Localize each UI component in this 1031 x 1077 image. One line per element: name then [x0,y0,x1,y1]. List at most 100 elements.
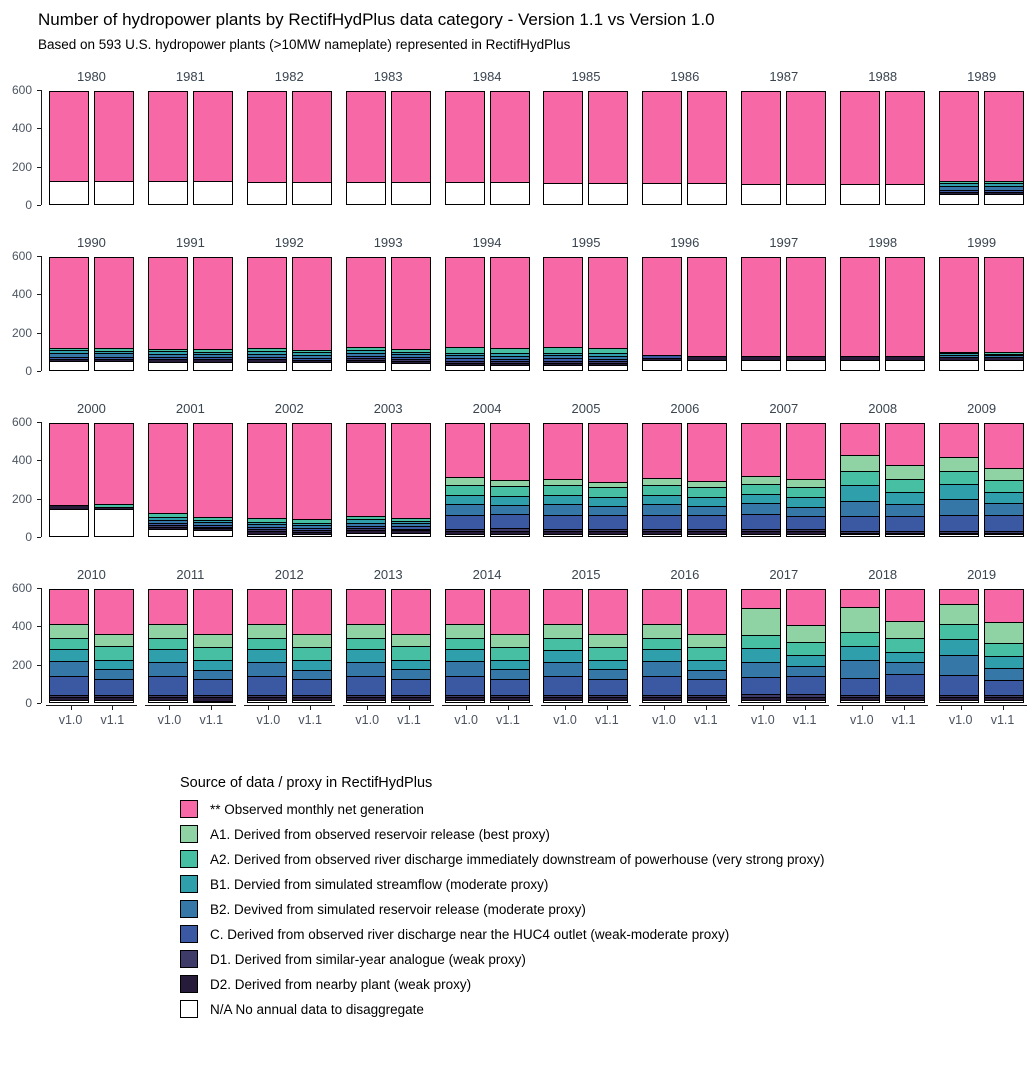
bar-segment-na [444,182,485,205]
bar-segment-c [345,675,386,696]
bar-segment-a1 [345,624,386,639]
bar-segment-c [489,679,530,696]
legend-swatch-c [180,925,198,943]
bar-segment-c [444,514,485,530]
bar-segment-obs [291,257,332,351]
bar-segment-a1 [741,607,782,637]
bar-segment-obs [489,589,530,636]
facet-strip-label: 2015 [571,567,601,582]
bar-segment-b2 [939,498,980,516]
stacked-bar-v1.1-2006 [687,423,728,538]
legend-label: D1. Derived from similar-year analogue (… [210,951,526,967]
bar-segment-obs [489,257,530,349]
x-axis-tick-label: v1.0 [256,713,281,727]
facet-strip-label: 2010 [76,567,106,582]
facet-2018: 2018 v1.0 v1.1 [833,566,932,731]
bar-segment-na [489,700,530,703]
bar-segment-obs [939,589,980,606]
facet-1987: 1987 [734,68,833,205]
bar-segment-na [345,182,386,205]
bar-segment-a1 [93,634,134,648]
bar-segment-b1 [939,484,980,500]
facet-row: 600 400 200 0 2010 v1.0 v1.1 2011 v1.0 v1.1 2012 v1… [6,566,1031,731]
bar-segment-b2 [345,661,386,677]
bar-segment-obs [147,423,188,515]
bar-segment-na [786,359,827,372]
bar-segment-obs [444,91,485,184]
facet-panel [635,90,734,205]
x-axis-labels: v1.0 v1.1 [46,713,137,731]
facet-2006: 2006 [635,400,734,538]
bar-segment-obs [984,257,1025,353]
bar-segment-b2 [48,661,89,677]
bar-segment-obs [48,423,89,507]
legend-swatch-a1 [180,825,198,843]
stacked-bar-v1.0-2001 [147,423,188,537]
y-axis-tick-mark [37,294,41,296]
x-axis-labels: v1.0 v1.1 [244,713,335,731]
bar-segment-obs [885,589,926,622]
y-axis-tick-mark [37,422,41,423]
legend-title: Source of data / proxy in RectifHydPlus [180,775,433,791]
stacked-bar-v1.0-1993 [345,257,386,371]
bar-segment-a1 [885,465,926,480]
y-axis-tick-mark [37,537,41,538]
bar-segment-obs [642,91,683,185]
x-axis-tick-mark [466,706,468,710]
bar-segment-obs [93,423,134,505]
bar-segment-na [444,364,485,371]
stacked-bar-v1.1-1998 [885,257,926,372]
stacked-bar-v1.1-2016 [687,589,728,704]
facet-2001: 2001 [141,400,240,537]
stacked-bar-v1.1-2007 [786,423,827,538]
x-axis-tick-label: v1.0 [948,713,973,727]
facet-strip-label: 2000 [76,401,106,416]
facet-strip-label: 1990 [76,235,106,250]
facet-2008: 2008 [833,400,932,537]
bar-segment-a1 [984,621,1025,644]
bar-segment-a2 [885,478,926,493]
bar-segment-na [345,361,386,371]
bar-segment-c [246,675,287,696]
facet-panel [932,422,1031,537]
facet-strip-label: 2019 [967,567,997,582]
bar-segment-na [939,360,980,372]
facet-2016: 2016 v1.0 v1.1 [635,566,734,731]
x-axis-tick-mark [169,706,171,710]
bar-segment-na [642,700,683,703]
facet-2000: 2000 [42,400,141,537]
stacked-bar-v1.0-1992 [246,257,287,371]
bar-segment-obs [885,257,926,357]
bar-segment-na [741,700,782,703]
x-axis-tick-mark [507,706,509,710]
legend-item-a2: A2. Derived from observed river discharg… [180,850,1031,868]
facet-2019: 2019 v1.0 v1.1 [932,566,1031,731]
bar-segment-obs [939,423,980,458]
facet-2011: 2011 v1.0 v1.1 [141,566,240,731]
x-axis-tick-mark [705,706,707,710]
bar-segment-obs [786,423,827,481]
y-axis: 600 400 200 0 [6,581,42,710]
bar-segment-a2 [984,642,1025,658]
y-axis-tick-mark [37,128,41,130]
bar-segment-na [147,180,188,205]
bar-segment-na [687,534,728,538]
facet-strip-label: 2001 [175,401,205,416]
bar-segment-na [489,364,530,371]
stacked-bar-v1.1-2019 [984,589,1025,703]
stacked-bar-v1.0-2013 [345,589,386,703]
bar-segment-c [687,514,728,530]
x-axis-tick-mark [70,706,72,710]
stacked-bar-v1.0-2008 [840,423,881,537]
x-axis-tick-label: v1.1 [595,713,619,727]
stacked-bar-v1.0-2002 [246,423,287,537]
stacked-bar-v1.1-1984 [489,91,530,205]
x-axis [46,705,137,710]
bar-segment-a2 [93,646,134,661]
bar-segment-a2 [291,646,332,661]
bar-segment-c [885,515,926,532]
facet-panel [734,588,833,703]
legend-item-d1: D1. Derived from similar-year analogue (… [180,950,1031,968]
bar-segment-obs [984,91,1025,183]
